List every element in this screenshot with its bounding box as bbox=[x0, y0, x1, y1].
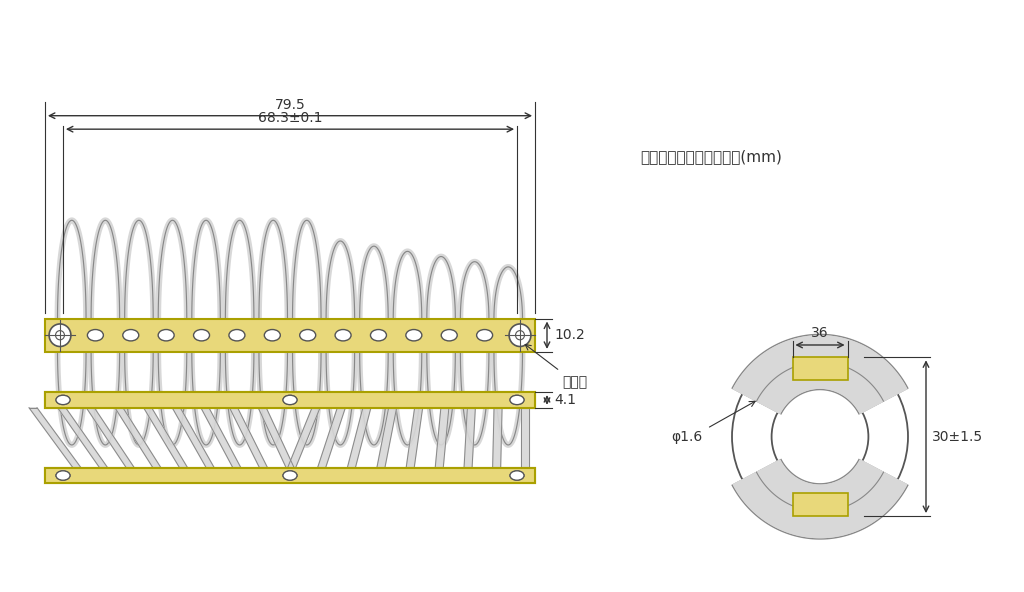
Text: 68.3±0.1: 68.3±0.1 bbox=[258, 111, 323, 125]
Polygon shape bbox=[229, 408, 267, 468]
Ellipse shape bbox=[56, 395, 70, 404]
Bar bbox=[45, 468, 535, 483]
Polygon shape bbox=[347, 408, 371, 468]
Ellipse shape bbox=[56, 471, 70, 480]
Polygon shape bbox=[377, 408, 396, 468]
Polygon shape bbox=[521, 408, 529, 468]
Ellipse shape bbox=[510, 395, 524, 404]
Circle shape bbox=[55, 330, 65, 340]
Bar bbox=[45, 318, 535, 352]
Ellipse shape bbox=[283, 395, 297, 404]
Circle shape bbox=[515, 330, 524, 340]
Bar bbox=[45, 392, 535, 408]
Text: 4.1: 4.1 bbox=[554, 393, 575, 407]
Polygon shape bbox=[172, 408, 214, 468]
Text: 36: 36 bbox=[811, 326, 828, 340]
Polygon shape bbox=[435, 408, 449, 468]
Ellipse shape bbox=[56, 395, 70, 404]
Polygon shape bbox=[29, 408, 81, 468]
Circle shape bbox=[509, 324, 530, 346]
Ellipse shape bbox=[335, 330, 351, 341]
Ellipse shape bbox=[56, 471, 70, 480]
Ellipse shape bbox=[441, 330, 458, 341]
Polygon shape bbox=[201, 408, 241, 468]
Polygon shape bbox=[57, 408, 108, 468]
Ellipse shape bbox=[283, 395, 297, 404]
Ellipse shape bbox=[510, 395, 524, 404]
Polygon shape bbox=[258, 408, 294, 468]
Text: 安装孔: 安装孔 bbox=[562, 375, 587, 389]
Ellipse shape bbox=[510, 471, 524, 480]
Polygon shape bbox=[317, 408, 345, 468]
Ellipse shape bbox=[87, 330, 103, 341]
Ellipse shape bbox=[283, 471, 297, 480]
Circle shape bbox=[49, 324, 71, 346]
Ellipse shape bbox=[300, 330, 315, 341]
Ellipse shape bbox=[510, 471, 524, 480]
Bar bbox=[45, 468, 535, 483]
Circle shape bbox=[772, 387, 868, 487]
Text: 79.5: 79.5 bbox=[274, 98, 305, 111]
Text: 30±1.5: 30±1.5 bbox=[932, 430, 983, 443]
Ellipse shape bbox=[264, 330, 281, 341]
Text: JGX-0160D-2.2A产品结构示意图: JGX-0160D-2.2A产品结构示意图 bbox=[308, 18, 716, 50]
Bar bbox=[793, 358, 848, 380]
Bar bbox=[793, 493, 848, 516]
Polygon shape bbox=[86, 408, 134, 468]
Polygon shape bbox=[464, 408, 475, 468]
Ellipse shape bbox=[158, 330, 174, 341]
Polygon shape bbox=[115, 408, 161, 468]
Ellipse shape bbox=[406, 330, 422, 341]
Bar bbox=[45, 392, 535, 408]
Ellipse shape bbox=[194, 330, 210, 341]
Text: 注：所有的尺寸均为毫米(mm): 注：所有的尺寸均为毫米(mm) bbox=[640, 150, 782, 165]
Ellipse shape bbox=[476, 330, 493, 341]
Ellipse shape bbox=[371, 330, 386, 341]
Circle shape bbox=[732, 346, 908, 528]
Polygon shape bbox=[407, 408, 423, 468]
Polygon shape bbox=[288, 408, 321, 468]
Text: 10.2: 10.2 bbox=[554, 328, 585, 342]
Text: φ1.6: φ1.6 bbox=[671, 430, 702, 443]
Ellipse shape bbox=[283, 471, 297, 480]
Ellipse shape bbox=[229, 330, 245, 341]
Polygon shape bbox=[143, 408, 187, 468]
Ellipse shape bbox=[123, 330, 139, 341]
Polygon shape bbox=[493, 408, 502, 468]
